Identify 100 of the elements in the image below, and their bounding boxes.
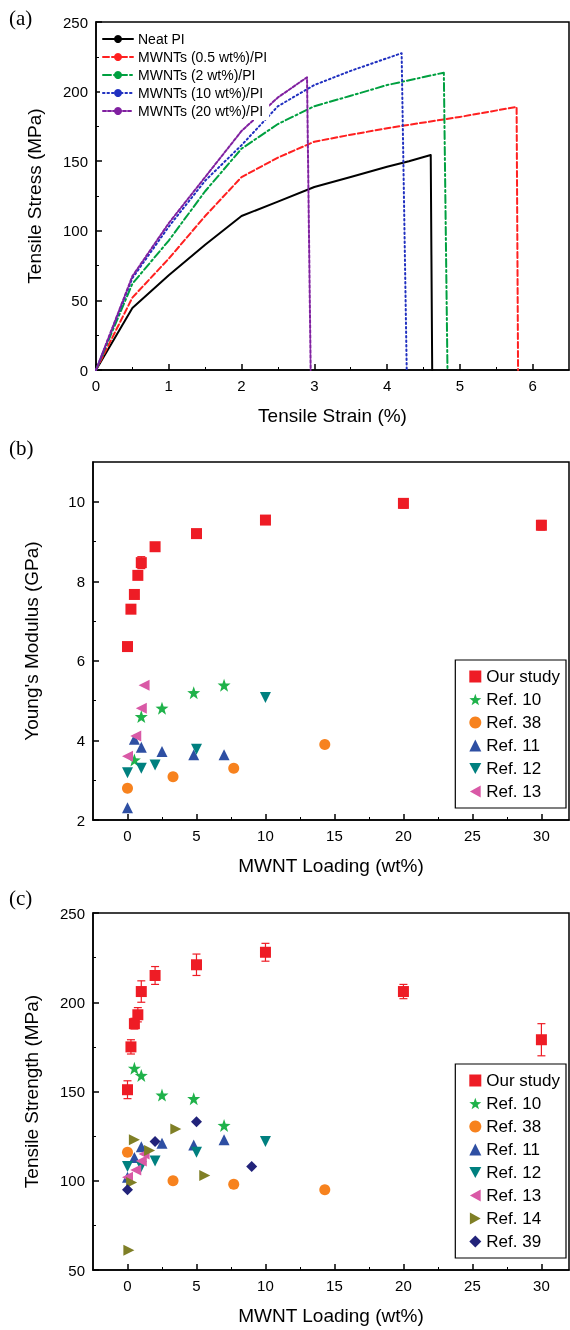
x-tick-label: 1 [164,377,173,394]
legend-label: Ref. 11 [486,1140,540,1159]
legend-label: Ref. 13 [486,782,542,801]
x-tick-label: 0 [123,827,132,844]
point [190,1146,202,1158]
y-tick-label: 50 [71,291,88,309]
legend-label: Ref. 10 [486,690,542,709]
legend-label: Our study [486,667,561,686]
point [190,743,202,755]
y-tick-label: 10 [68,493,85,511]
point [149,969,161,981]
point [190,1116,202,1128]
x-tick-label: 30 [533,827,550,844]
x-tick-label: 4 [382,377,392,394]
chart-title: (b) [9,435,34,460]
point [135,762,147,774]
legend-label: Ref. 12 [486,759,542,778]
point [170,1123,182,1135]
chart-title: (a) [9,5,33,30]
point [218,749,230,761]
x-tick-label: 30 [533,1277,550,1294]
point [259,514,271,526]
point [259,691,271,703]
y-tick-label: 250 [59,904,85,922]
legend-label: Ref. 39 [486,1232,542,1251]
point [246,1160,258,1172]
point [217,1118,231,1132]
y-tick-label: 6 [76,652,85,670]
point [149,1155,161,1167]
x-tick-label: 2 [237,377,246,394]
point [135,741,147,753]
legend-label: Ref. 12 [486,1163,542,1182]
point [188,749,200,761]
x-tick-label: 10 [257,1277,274,1294]
point [121,750,133,762]
point [155,701,169,715]
point [319,1184,331,1196]
point [218,1134,230,1146]
point [149,759,161,771]
point [121,802,133,814]
point [187,686,201,700]
y-tick-label: 200 [62,83,88,101]
x-tick-label: 5 [455,377,465,394]
x-tick-label: 15 [326,827,343,844]
chart-title: (c) [9,885,33,910]
point [167,1175,179,1187]
y-tick-label: 50 [68,1261,85,1279]
point [167,771,179,783]
y-axis-title: Tensile Stress (MPa) [24,108,45,284]
point [128,588,140,600]
y-tick-label: 200 [59,993,85,1011]
x-tick-label: 6 [528,377,537,394]
point [144,1144,156,1156]
point [123,1244,135,1256]
point [121,1160,133,1172]
point [121,1184,133,1196]
legend-label: Ref. 13 [486,1186,542,1205]
y-tick-label: 150 [62,152,88,170]
point [121,1084,133,1096]
x-tick-label: 20 [395,1277,412,1294]
point [122,782,133,794]
point [199,1169,211,1181]
point [535,1034,547,1046]
legend-label: Ref. 10 [486,1094,542,1113]
legend-label: Neat PI [138,31,185,47]
legend-label: MWNTs (20 wt%)/PI [138,103,264,119]
point [155,1088,169,1102]
point [319,738,331,750]
y-tick-label: 0 [79,361,88,379]
point [397,497,409,509]
y-axis-title: Tensile Strength (MPa) [21,994,42,1189]
point [138,679,150,691]
point [187,1092,201,1106]
point [190,528,202,540]
legend-label: Ref. 14 [486,1209,542,1228]
x-axis-title: MWNT Loading (wt%) [238,1305,424,1326]
y-tick-label: 250 [62,13,88,31]
point [156,746,168,758]
point [190,959,202,971]
y-tick-label: 2 [76,811,85,829]
point [135,702,147,714]
x-tick-label: 5 [192,1277,201,1294]
x-tick-label: 20 [395,827,412,844]
x-axis-title: MWNT Loading (wt%) [238,855,424,876]
legend-label: Ref. 11 [486,736,540,755]
x-tick-label: 10 [257,827,274,844]
point [121,641,133,653]
point [125,603,137,615]
point [149,1135,161,1147]
point [132,569,144,581]
x-tick-label: 0 [123,1277,132,1294]
point [134,1068,148,1082]
legend-label: Ref. 38 [486,713,542,732]
point [217,678,231,692]
y-tick-label: 150 [59,1083,85,1100]
point [127,1061,141,1075]
y-tick-label: 100 [59,1172,85,1190]
point [135,986,147,998]
x-tick-label: 3 [310,377,319,394]
point [134,710,148,724]
